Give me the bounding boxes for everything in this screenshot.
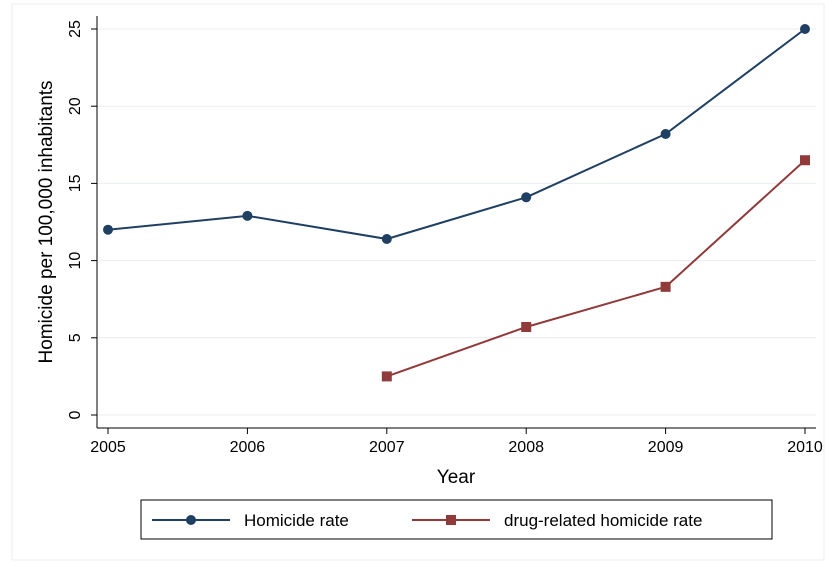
y-tick-label: 25 <box>67 20 84 38</box>
data-point-drug-related-homicide-rate <box>381 371 392 382</box>
y-tick-label: 5 <box>67 333 84 342</box>
x-axis-title: Year <box>437 467 476 488</box>
data-point-drug-related-homicide-rate <box>521 321 532 332</box>
data-point-homicide-rate <box>521 192 532 203</box>
x-tick-label: 2005 <box>90 439 126 456</box>
x-tick-label: 2009 <box>648 439 684 456</box>
data-point-homicide-rate <box>660 128 671 139</box>
series-homicide-rate <box>103 24 810 244</box>
y-tick-label: 15 <box>67 174 84 192</box>
x-tick-label: 2008 <box>508 439 544 456</box>
y-tick-label: 20 <box>67 97 84 115</box>
axes <box>91 16 816 434</box>
series-drug-related-homicide-rate <box>381 155 810 382</box>
data-point-homicide-rate <box>381 233 392 244</box>
data-point-homicide-rate <box>800 24 810 34</box>
data-point-drug-related-homicide-rate <box>800 155 810 166</box>
data-point-drug-related-homicide-rate <box>660 281 671 292</box>
y-axis-title: Homicide per 100,000 inhabitants <box>36 80 57 363</box>
data-point-homicide-rate <box>242 210 253 221</box>
legend-marker-drug-related <box>446 515 456 525</box>
series-line-drug-related-homicide-rate <box>386 159 806 378</box>
series-line-homicide-rate <box>107 28 806 240</box>
gridlines <box>97 28 816 416</box>
plot-series <box>103 24 810 382</box>
data-point-homicide-rate <box>103 224 113 235</box>
legend: Homicide rate drug-related homicide rate <box>140 499 773 540</box>
x-tick-label: 2010 <box>787 439 823 456</box>
legend-label-homicide-rate: Homicide rate <box>244 511 349 530</box>
y-tick-label: 0 <box>67 410 84 419</box>
x-tick-label: 2007 <box>369 439 405 456</box>
x-tick-label: 2006 <box>230 439 266 456</box>
tick-labels: 0 5 10 15 20 25 2005 2006 2007 2008 2009 2010 <box>67 20 823 456</box>
graph-region-border <box>11 3 825 561</box>
legend-marker-homicide-rate <box>186 515 196 525</box>
legend-label-drug-related: drug-related homicide rate <box>504 511 702 530</box>
y-tick-label: 10 <box>67 252 84 270</box>
